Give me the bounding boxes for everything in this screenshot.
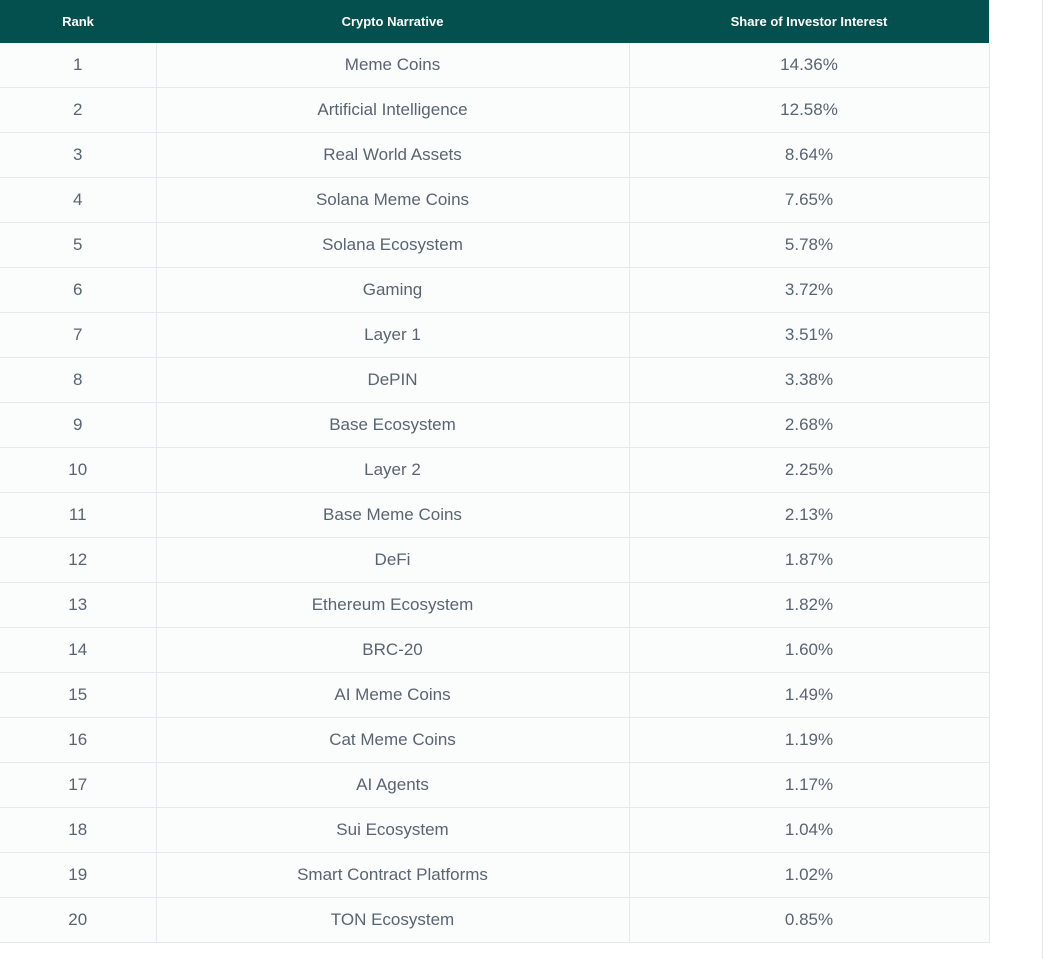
share-cell: 3.51%	[628, 312, 990, 358]
table-row: 10 Layer 2 2.25%	[0, 447, 990, 493]
rank-cell: 5	[0, 222, 156, 268]
narrative-cell: Artificial Intelligence	[155, 87, 629, 133]
table-body: 1 Meme Coins 14.36% 2 Artificial Intelligenc…	[0, 43, 990, 943]
narrative-cell: Solana Ecosystem	[155, 222, 629, 268]
table-row: 12 DeFi 1.87%	[0, 537, 990, 583]
share-cell: 1.60%	[628, 627, 990, 673]
share-cell: 1.02%	[628, 852, 990, 898]
rank-cell: 11	[0, 492, 156, 538]
table-row: 4 Solana Meme Coins 7.65%	[0, 177, 990, 223]
rank-cell: 9	[0, 402, 156, 448]
share-cell: 1.04%	[628, 807, 990, 853]
table-row: 14 BRC-20 1.60%	[0, 627, 990, 673]
table-row: 11 Base Meme Coins 2.13%	[0, 492, 990, 538]
share-cell: 7.65%	[628, 177, 990, 223]
rank-cell: 2	[0, 87, 156, 133]
table-row: 18 Sui Ecosystem 1.04%	[0, 807, 990, 853]
share-cell: 1.82%	[628, 582, 990, 628]
header-row: Rank Crypto Narrative Share of Investor In…	[0, 0, 989, 43]
share-cell: 2.68%	[628, 402, 990, 448]
share-cell: 1.87%	[628, 537, 990, 583]
share-cell: 1.19%	[628, 717, 990, 763]
table-row: 13 Ethereum Ecosystem 1.82%	[0, 582, 990, 628]
rank-cell: 17	[0, 762, 156, 808]
table-row: 8 DePIN 3.38%	[0, 357, 990, 403]
table-row: 2 Artificial Intelligence 12.58%	[0, 87, 990, 133]
table-row: 20 TON Ecosystem 0.85%	[0, 897, 990, 943]
rank-cell: 10	[0, 447, 156, 493]
rank-cell: 14	[0, 627, 156, 673]
rank-cell: 20	[0, 897, 156, 943]
narrative-cell: DePIN	[155, 357, 629, 403]
narrative-cell: Solana Meme Coins	[155, 177, 629, 223]
share-cell: 2.25%	[628, 447, 990, 493]
narrative-cell: AI Agents	[155, 762, 629, 808]
rank-cell: 18	[0, 807, 156, 853]
column-header: Share of Investor Interest	[629, 0, 989, 43]
share-cell: 3.72%	[628, 267, 990, 313]
rank-cell: 7	[0, 312, 156, 358]
rank-cell: 6	[0, 267, 156, 313]
narrative-cell: TON Ecosystem	[155, 897, 629, 943]
share-cell: 5.78%	[628, 222, 990, 268]
narrative-cell: DeFi	[155, 537, 629, 583]
narrative-cell: Cat Meme Coins	[155, 717, 629, 763]
narrative-cell: Real World Assets	[155, 132, 629, 178]
rank-cell: 3	[0, 132, 156, 178]
share-cell: 12.58%	[628, 87, 990, 133]
table-row: 15 AI Meme Coins 1.49%	[0, 672, 990, 718]
narrative-cell: Ethereum Ecosystem	[155, 582, 629, 628]
narrative-cell: Smart Contract Platforms	[155, 852, 629, 898]
table-row: 6 Gaming 3.72%	[0, 267, 990, 313]
share-cell: 2.13%	[628, 492, 990, 538]
narrative-cell: Meme Coins	[155, 43, 629, 88]
share-cell: 0.85%	[628, 897, 990, 943]
narrative-cell: Base Meme Coins	[155, 492, 629, 538]
table-row: 3 Real World Assets 8.64%	[0, 132, 990, 178]
share-cell: 8.64%	[628, 132, 990, 178]
share-cell: 3.38%	[628, 357, 990, 403]
scrollbar-edge	[1042, 0, 1043, 959]
table-row: 7 Layer 1 3.51%	[0, 312, 990, 358]
rank-cell: 12	[0, 537, 156, 583]
rank-cell: 8	[0, 357, 156, 403]
rank-cell: 16	[0, 717, 156, 763]
table-row: 17 AI Agents 1.17%	[0, 762, 990, 808]
rank-cell: 4	[0, 177, 156, 223]
share-cell: 14.36%	[628, 43, 990, 88]
table-row: 19 Smart Contract Platforms 1.02%	[0, 852, 990, 898]
narrative-cell: Gaming	[155, 267, 629, 313]
rank-cell: 15	[0, 672, 156, 718]
share-cell: 1.49%	[628, 672, 990, 718]
narrative-cell: AI Meme Coins	[155, 672, 629, 718]
narrative-cell: Layer 2	[155, 447, 629, 493]
table-row: 16 Cat Meme Coins 1.19%	[0, 717, 990, 763]
narrative-cell: Layer 1	[155, 312, 629, 358]
rank-cell: 1	[0, 43, 156, 88]
narrative-cell: Base Ecosystem	[155, 402, 629, 448]
table-row: 9 Base Ecosystem 2.68%	[0, 402, 990, 448]
table-row: 1 Meme Coins 14.36%	[0, 43, 990, 88]
narrative-cell: Sui Ecosystem	[155, 807, 629, 853]
table-row: 5 Solana Ecosystem 5.78%	[0, 222, 990, 268]
rank-cell: 13	[0, 582, 156, 628]
narrative-table: Rank Crypto Narrative Share of Investor In…	[0, 0, 990, 943]
share-cell: 1.17%	[628, 762, 990, 808]
narrative-cell: BRC-20	[155, 627, 629, 673]
rank-cell: 19	[0, 852, 156, 898]
column-header: Crypto Narrative	[156, 0, 629, 43]
column-header: Rank	[0, 0, 156, 43]
